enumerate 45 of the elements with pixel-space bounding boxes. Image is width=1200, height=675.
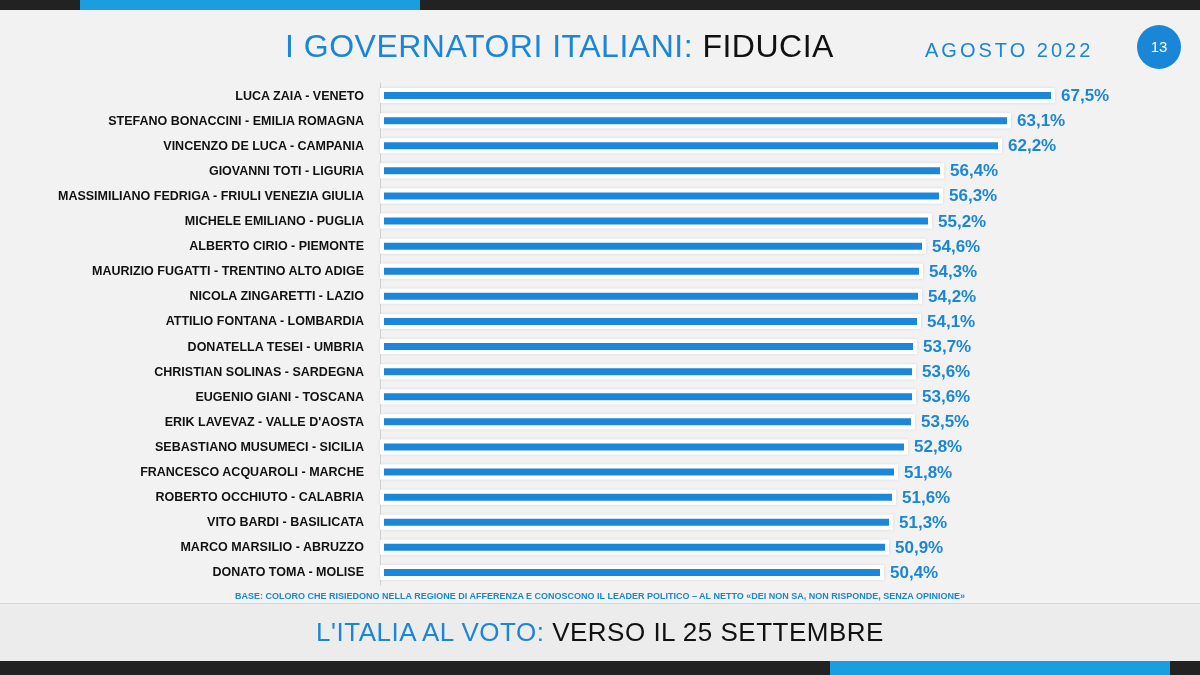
y-tick-label: ALBERTO CIRIO - PIEMONTE — [189, 239, 364, 254]
data-label: 62,2% — [1008, 136, 1057, 156]
y-tick-label: ATTILIO FONTANA - LOMBARDIA — [165, 314, 364, 329]
text: L'ITALIA AL VOTO: VERSO IL 25 SETTEMBRE — [316, 617, 884, 647]
y-tick-label: ERIK LAVEVAZ - VALLE D'AOSTA — [164, 414, 364, 429]
y-tick-label: GIOVANNI TOTI - LIGURIA — [208, 163, 364, 178]
data-label: 53,6% — [922, 362, 971, 382]
chart-title: I GOVERNATORI ITALIANI: FIDUCIA — [285, 28, 834, 64]
chart-subtitle: AGOSTO 2022 — [925, 38, 1094, 62]
data-label: 53,6% — [922, 387, 971, 407]
y-tick-label: CHRISTIAN SOLINAS - SARDEGNA — [154, 364, 364, 379]
data-label: 63,1% — [1017, 111, 1066, 131]
data-label: 67,5% — [1061, 86, 1110, 106]
data-label: 50,4% — [890, 562, 939, 582]
data-label: 55,2% — [938, 211, 987, 231]
y-tick-label: MICHELE EMILIANO - PUGLIA — [184, 214, 364, 229]
y-tick-label: FRANCESCO ACQUAROLI - MARCHE — [140, 465, 364, 480]
y-tick-label: VINCENZO DE LUCA - CAMPANIA — [163, 138, 364, 153]
data-label: 54,3% — [929, 261, 978, 281]
data-label: 54,1% — [927, 311, 976, 331]
data-label: 52,8% — [914, 437, 963, 457]
y-tick-label: VITO BARDI - BASILICATA — [207, 515, 364, 530]
text: BASE: COLORO CHE RISIEDONO NELLA REGIONE DI AFFERENZA E CONOSCONO IL LEADER POLITICO – AL NETTO «DEI NON SA, NON RISPONDE, SENZA OPINIONE» — [235, 591, 965, 601]
data-label: 53,5% — [921, 412, 970, 432]
data-label: 51,3% — [899, 512, 948, 532]
y-tick-label: MAURIZIO FUGATTI - TRENTINO ALTO ADIGE — [92, 264, 364, 279]
y-tick-label: STEFANO BONACCINI - EMILIA ROMAGNA — [108, 113, 364, 128]
text: 13 — [1150, 38, 1168, 55]
y-tick-label: DONATO TOMA - MOLISE — [212, 565, 364, 580]
y-tick-label: MARCO MARSILIO - ABRUZZO — [180, 540, 365, 555]
y-tick-label: ROBERTO OCCHIUTO - CALABRIA — [155, 490, 364, 505]
y-tick-label: EUGENIO GIANI - TOSCANA — [195, 389, 364, 404]
y-tick-label: DONATELLA TESEI - UMBRIA — [187, 339, 364, 354]
data-label: 56,4% — [950, 161, 999, 181]
y-tick-label: MASSIMILIANO FEDRIGA - FRIULI VENEZIA GIULIA — [57, 188, 364, 203]
data-label: 53,7% — [923, 337, 972, 357]
data-label: 54,2% — [928, 286, 977, 306]
data-label: 51,8% — [904, 462, 953, 482]
y-tick-label: SEBASTIANO MUSUMECI - SICILIA — [154, 439, 364, 454]
data-label: 54,6% — [932, 236, 981, 256]
data-label: 50,9% — [895, 537, 944, 557]
data-label: 56,3% — [949, 186, 998, 206]
data-label: 51,6% — [902, 487, 951, 507]
y-tick-label: LUCA ZAIA - VENETO — [235, 88, 365, 103]
y-tick-label: NICOLA ZINGARETTI - LAZIO — [189, 289, 365, 304]
